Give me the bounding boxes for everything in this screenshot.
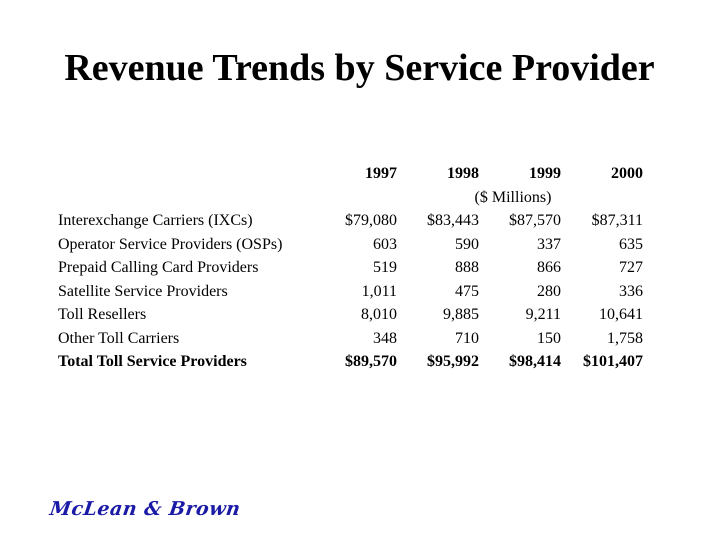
- row-label: Interexchange Carriers (IXCs): [58, 212, 253, 229]
- cell-1997: 8,010: [361, 306, 397, 323]
- table-row: Interexchange Carriers (IXCs) $79,080 $8…: [58, 209, 658, 233]
- total-2000: $101,407: [583, 353, 643, 370]
- cell-1997: 603: [373, 235, 397, 253]
- column-header-2000: 2000: [611, 165, 643, 182]
- row-label: Operator Service Providers (OSPs): [58, 235, 283, 253]
- cell-2000: 635: [619, 235, 643, 253]
- cell-1998: 710: [455, 329, 479, 347]
- page-title: Revenue Trends by Service Provider: [64, 47, 655, 89]
- cell-1998: 475: [455, 282, 479, 300]
- cell-1999: 150: [537, 329, 561, 347]
- cell-1997: 348: [373, 329, 397, 347]
- revenue-table: 1997 1998 1999 2000 ($ Millions) Interex…: [58, 162, 658, 374]
- cell-1998: 888: [455, 259, 479, 276]
- cell-1997: 519: [373, 259, 397, 276]
- cell-1999: 280: [537, 282, 561, 300]
- company-logo: McLean & Brown: [48, 498, 243, 520]
- cell-1997: 1,011: [361, 282, 397, 300]
- total-label: Total Toll Service Providers: [58, 353, 247, 370]
- cell-2000: 1,758: [607, 329, 643, 347]
- cell-1997: $79,080: [345, 212, 397, 229]
- cell-1998: 9,885: [443, 306, 479, 323]
- row-label: Prepaid Calling Card Providers: [58, 259, 259, 276]
- cell-1999: $87,570: [509, 212, 561, 229]
- column-header-1997: 1997: [365, 165, 397, 182]
- total-1998: $95,992: [427, 353, 479, 370]
- table-row: Operator Service Providers (OSPs) 603 59…: [58, 233, 658, 257]
- cell-2000: $87,311: [591, 212, 643, 229]
- row-label: Satellite Service Providers: [58, 282, 228, 300]
- table-header-row: 1997 1998 1999 2000: [58, 162, 658, 186]
- cell-1998: 590: [455, 235, 479, 253]
- row-label: Toll Resellers: [58, 306, 147, 323]
- cell-2000: 10,641: [599, 306, 643, 323]
- cell-1999: 866: [537, 259, 561, 276]
- cell-1998: $83,443: [427, 212, 479, 229]
- cell-2000: 727: [619, 259, 643, 276]
- cell-1999: 9,211: [525, 306, 561, 323]
- cell-1999: 337: [537, 235, 561, 253]
- units-row: ($ Millions): [58, 186, 658, 210]
- table-row: Satellite Service Providers 1,011 475 28…: [58, 280, 658, 304]
- column-header-1999: 1999: [529, 165, 561, 182]
- row-label: Other Toll Carriers: [58, 329, 180, 347]
- table-row: Toll Resellers 8,010 9,885 9,211 10,641: [58, 303, 658, 327]
- column-header-1998: 1998: [447, 165, 479, 182]
- units-label: ($ Millions): [474, 188, 552, 206]
- table-row: Prepaid Calling Card Providers 519 888 8…: [58, 256, 658, 280]
- total-1997: $89,570: [345, 353, 397, 370]
- table-row: Other Toll Carriers 348 710 150 1,758: [58, 327, 658, 351]
- total-1999: $98,414: [509, 353, 561, 370]
- total-row: Total Toll Service Providers $89,570 $95…: [58, 350, 658, 374]
- cell-2000: 336: [619, 282, 643, 300]
